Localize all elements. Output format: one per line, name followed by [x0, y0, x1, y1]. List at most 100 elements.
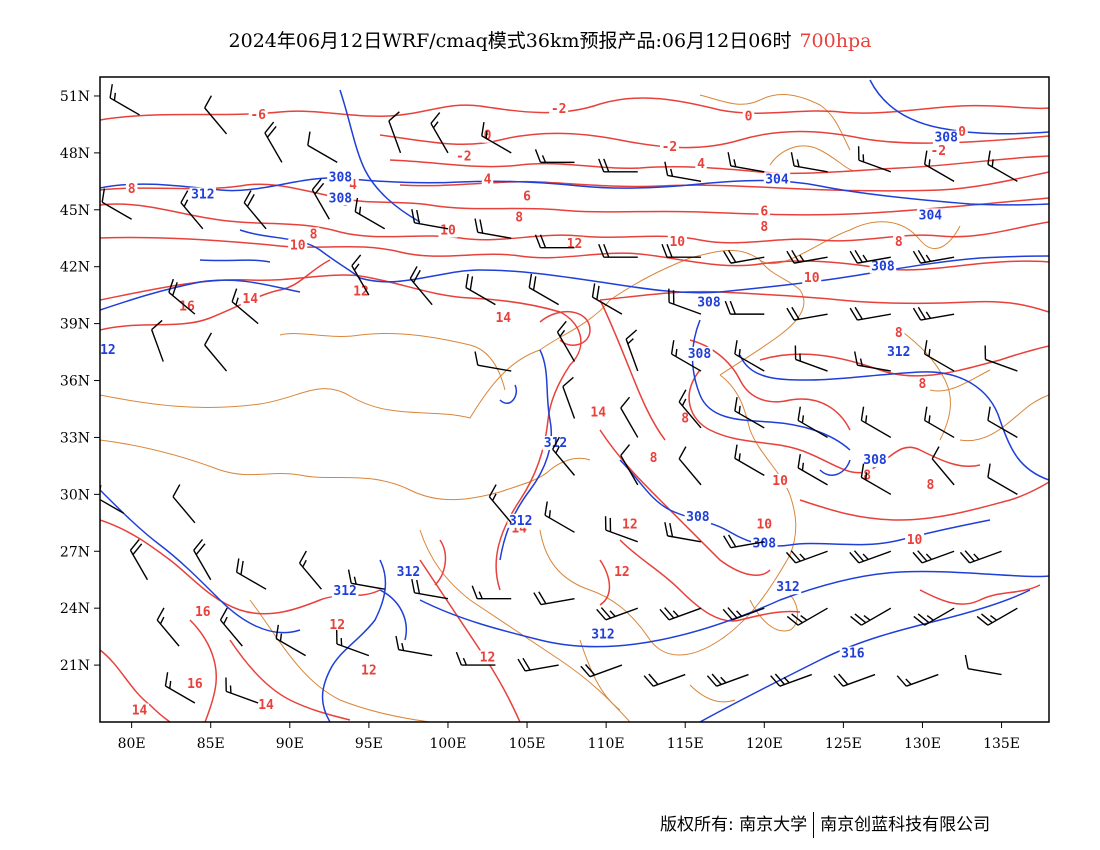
- contour-label: 308: [934, 131, 958, 146]
- contour-label-bg: [932, 130, 960, 145]
- wind-barb: [931, 446, 955, 486]
- contour-label-bg: [839, 646, 867, 661]
- contour-label: 308: [329, 191, 353, 206]
- wind-barb: [534, 149, 575, 164]
- wind-barb: [533, 591, 575, 606]
- wind-barb: [193, 539, 212, 581]
- wind-barb: [734, 444, 765, 476]
- height-contours: [100, 79, 1049, 722]
- wind-barb: [129, 539, 149, 581]
- height-labels: 308 308 308 312 304 304 308 308 308 312 12 312 308 31…: [100, 130, 960, 662]
- wind-barb: [534, 234, 575, 249]
- contour-label-bg: [695, 157, 707, 172]
- wind-barb: [591, 283, 623, 315]
- contour-label: 14: [242, 292, 258, 307]
- wind-barb: [354, 197, 386, 230]
- wind-barb: [923, 340, 955, 372]
- contour-label: 12: [622, 518, 638, 533]
- wind-barb: [664, 522, 702, 543]
- contour-label-bg: [130, 703, 150, 718]
- wind-barb: [833, 673, 876, 687]
- lon-tick-label: 100E: [429, 736, 466, 752]
- contour-label-bg: [754, 517, 774, 532]
- wind-barb: [150, 319, 164, 362]
- lon-tick-label: 125E: [825, 736, 862, 752]
- contour-label-bg: [695, 295, 723, 310]
- contour-label: 16: [195, 605, 211, 620]
- contour-label-bg: [513, 210, 525, 225]
- contour-label-bg: [359, 663, 379, 678]
- copyright-footer: 版权所有: 南京大学 南京创蓝科技有限公司: [660, 810, 990, 838]
- wind-barb: [395, 635, 433, 657]
- contour-label: 12: [614, 565, 630, 580]
- contour-label: 8: [919, 377, 927, 392]
- wind-barb: [723, 249, 765, 264]
- contour-label-bg: [647, 451, 660, 466]
- contour-label: 4: [484, 172, 492, 187]
- wind-barb: [604, 516, 639, 543]
- lat-tick-label: 21N: [60, 658, 90, 674]
- wind-barb: [625, 329, 639, 372]
- wind-barb: [465, 273, 496, 306]
- contour-label: 12: [100, 343, 116, 358]
- wind-barb: [987, 463, 1018, 495]
- wind-barb: [264, 121, 283, 163]
- lat-tick-label: 24N: [60, 601, 90, 617]
- wind-barb: [853, 351, 891, 372]
- contour-label-bg: [751, 536, 778, 551]
- wind-barb: [528, 273, 560, 306]
- contour-label-bg: [885, 344, 912, 359]
- lat-tick-label: 48N: [60, 146, 90, 162]
- contour-label: 312: [333, 584, 356, 599]
- contour-label-bg: [189, 187, 217, 202]
- contour-label: 10: [290, 239, 306, 254]
- contour-label-bg: [869, 259, 897, 274]
- wind-barb: [101, 188, 132, 220]
- contour-label-bg: [521, 189, 533, 204]
- wind-barb: [544, 501, 575, 533]
- wind-barb: [912, 306, 955, 321]
- wind-barb: [770, 673, 812, 687]
- wind-barb: [298, 550, 322, 590]
- lat-tick-label: 45N: [60, 203, 90, 219]
- wind-barb: [351, 254, 370, 296]
- wind-barb: [430, 112, 449, 154]
- wind-barb: [471, 585, 512, 600]
- contour-label-bg: [327, 170, 354, 185]
- contour-label: 16: [187, 677, 203, 692]
- contour-label-bg: [327, 191, 354, 206]
- contour-label: 312: [509, 514, 532, 529]
- contour-label: 0: [484, 129, 492, 144]
- contour-label-bg: [774, 580, 802, 595]
- wind-barb: [786, 607, 828, 626]
- contour-label: 12: [361, 664, 377, 679]
- contour-label: 12: [480, 650, 496, 665]
- wind-barb: [659, 607, 702, 621]
- copyright-owner-right: 南京创蓝科技有限公司: [820, 815, 991, 835]
- wind-barb: [620, 444, 639, 486]
- wind-barb: [488, 484, 512, 524]
- title-main: 2024年06月12日WRF/cmaq模式36km预报产品:06月12日06时: [228, 30, 792, 52]
- wind-barb: [678, 446, 702, 486]
- lon-tick-label: 135E: [983, 736, 1020, 752]
- contour-label-bg: [684, 510, 712, 525]
- contour-label-bg: [758, 219, 771, 234]
- wind-barb: [219, 607, 243, 647]
- contour-label-bg: [256, 697, 276, 712]
- contour-label: 8: [515, 210, 523, 225]
- axes: 80E 85E 90E 95E 100E 105E 110E 115E 120E 125E 130E…: [60, 89, 1020, 752]
- wind-barb: [790, 152, 828, 173]
- contour-label: 10: [756, 518, 772, 533]
- contour-label-bg: [928, 143, 948, 158]
- contour-label-bg: [125, 181, 138, 196]
- contour-label: 312: [776, 580, 799, 595]
- contour-label: 8: [681, 411, 689, 426]
- wind-barb: [620, 396, 639, 438]
- wind-barb: [335, 630, 370, 657]
- wind-barb: [849, 249, 891, 264]
- wind-barb: [411, 578, 449, 600]
- contour-label-bg: [493, 310, 513, 325]
- plot-frame: [99, 76, 1050, 723]
- contour-label: 12: [329, 618, 345, 633]
